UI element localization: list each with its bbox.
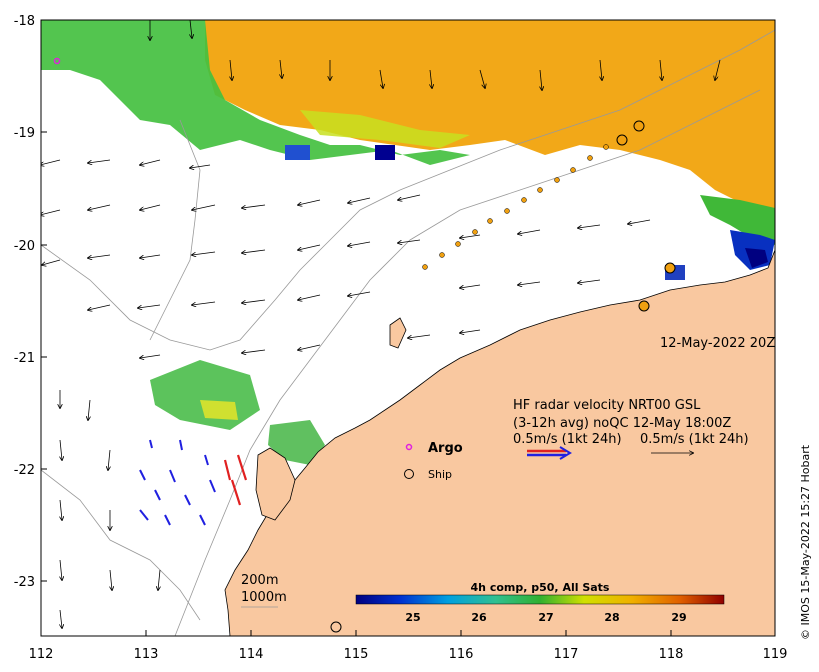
sst-blue-spot — [285, 145, 310, 160]
colorbar-tick: 26 — [471, 611, 487, 624]
ship-marker — [665, 263, 675, 273]
date-label: 12-May-2022 20Z — [660, 336, 775, 351]
ship-marker — [617, 135, 627, 145]
sst-map: 112 113 114 115 116 117 118 119 -18 -19 … — [0, 0, 819, 672]
contour-200m-label: 200m — [241, 573, 278, 588]
colorbar-title: 4h comp, p50, All Sats — [471, 581, 610, 594]
credit-label: © IMOS 15-May-2022 15:27 Hobart — [799, 444, 812, 640]
info-line-2: (3-12h avg) noQC 12-May 18:00Z — [513, 416, 731, 431]
legend-ship-label: Ship — [428, 468, 452, 481]
x-tick-label: 115 — [344, 647, 369, 662]
info-line-3a: 0.5m/s (1kt 24h) — [513, 432, 622, 447]
y-tick-label: -19 — [14, 126, 35, 141]
colorbar — [356, 595, 724, 604]
colorbar-tick: 28 — [604, 611, 619, 624]
x-tick-label: 117 — [554, 647, 579, 662]
x-tick-label: 118 — [659, 647, 684, 662]
y-tick-label: -23 — [14, 575, 35, 590]
colorbar-tick: 25 — [405, 611, 420, 624]
y-tick-label: -22 — [14, 463, 35, 478]
info-line-3b: 0.5m/s (1kt 24h) — [640, 432, 749, 447]
ship-marker — [639, 301, 649, 311]
colorbar-tick: 29 — [671, 611, 686, 624]
legend-argo-label: Argo — [428, 441, 463, 456]
y-tick-label: -18 — [14, 14, 35, 29]
contour-1000m-label: 1000m — [241, 590, 287, 605]
info-line-1: HF radar velocity NRT00 GSL — [513, 398, 701, 413]
x-tick-label: 114 — [239, 647, 264, 662]
sst-yellow-mid — [200, 400, 238, 420]
y-tick-label: -20 — [14, 239, 35, 254]
x-tick-label: 113 — [134, 647, 159, 662]
x-tick-label: 112 — [29, 647, 54, 662]
y-tick-label: -21 — [14, 351, 35, 366]
colorbar-tick: 27 — [538, 611, 553, 624]
x-tick-label: 119 — [763, 647, 788, 662]
sst-blue-spot — [375, 145, 395, 160]
ship-marker — [634, 121, 644, 131]
x-tick-label: 116 — [449, 647, 474, 662]
